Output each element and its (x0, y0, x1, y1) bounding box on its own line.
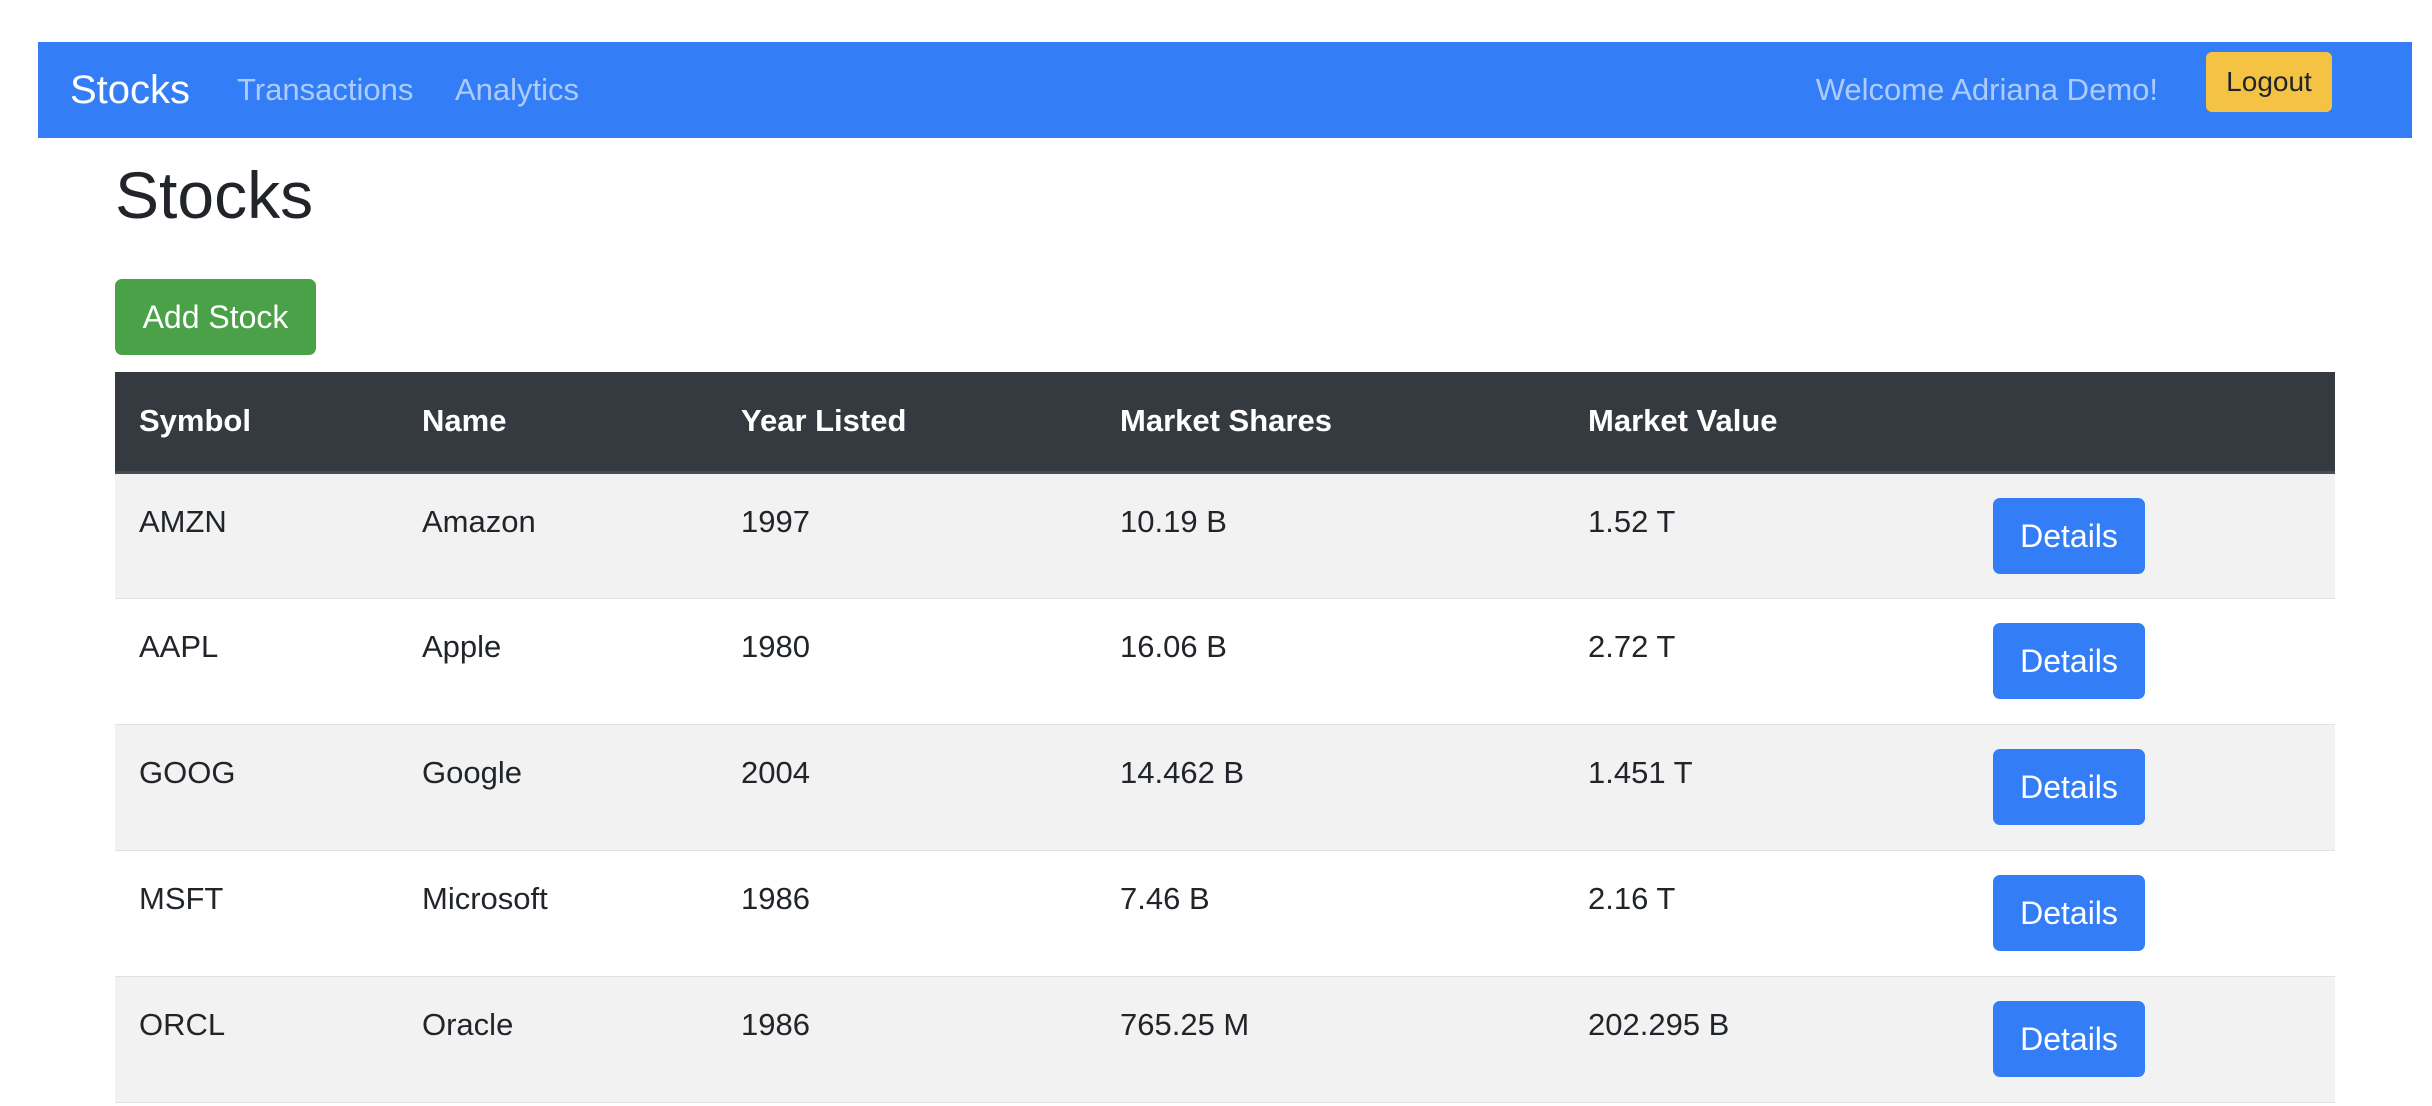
nav-link-analytics[interactable]: Analytics (455, 72, 580, 107)
cell-market-value: 202.295 B (1564, 975, 1993, 1103)
cell-market-shares: 765.25 M (1096, 975, 1564, 1103)
navbar: Stocks Transactions Analytics Welcome Ad… (38, 42, 2412, 138)
column-header-actions (1993, 372, 2335, 474)
table-row: AAPL Apple 1980 16.06 B 2.72 T Details (115, 597, 2335, 724)
cell-name: Oracle (398, 975, 717, 1103)
table-row: AMZN Amazon 1997 10.19 B 1.52 T Details (115, 471, 2335, 598)
stocks-table: Symbol Name Year Listed Market Shares Ma… (115, 372, 2335, 1103)
cell-actions: Details (1993, 975, 2335, 1103)
cell-name: Amazon (398, 471, 717, 598)
cell-actions: Details (1993, 723, 2335, 850)
cell-market-shares: 14.462 B (1096, 723, 1564, 850)
column-header-name: Name (398, 372, 717, 474)
nav-link-transactions[interactable]: Transactions (237, 72, 414, 107)
cell-actions: Details (1993, 849, 2335, 976)
cell-market-value: 2.16 T (1564, 849, 1993, 976)
details-button[interactable]: Details (1993, 748, 2145, 825)
cell-symbol: GOOG (115, 723, 398, 850)
cell-actions: Details (1993, 471, 2335, 598)
cell-market-shares: 10.19 B (1096, 471, 1564, 598)
column-header-symbol: Symbol (115, 372, 398, 474)
logout-button[interactable]: Logout (2206, 52, 2332, 112)
page-title: Stocks (115, 158, 314, 232)
column-header-year-listed: Year Listed (717, 372, 1096, 474)
cell-year-listed: 1986 (717, 849, 1096, 976)
cell-name: Microsoft (398, 849, 717, 976)
cell-symbol: AMZN (115, 471, 398, 598)
column-header-market-value: Market Value (1564, 372, 1993, 474)
cell-market-value: 2.72 T (1564, 597, 1993, 724)
welcome-message: Welcome Adriana Demo! (1815, 72, 2158, 107)
cell-name: Apple (398, 597, 717, 724)
cell-year-listed: 1986 (717, 975, 1096, 1103)
cell-name: Google (398, 723, 717, 850)
table-header-row: Symbol Name Year Listed Market Shares Ma… (115, 372, 2335, 474)
cell-market-value: 1.451 T (1564, 723, 1993, 850)
cell-year-listed: 1997 (717, 471, 1096, 598)
cell-year-listed: 2004 (717, 723, 1096, 850)
add-stock-button[interactable]: Add Stock (115, 279, 316, 355)
cell-market-shares: 16.06 B (1096, 597, 1564, 724)
table-row: GOOG Google 2004 14.462 B 1.451 T Detail… (115, 723, 2335, 850)
details-button[interactable]: Details (1993, 874, 2145, 951)
navbar-brand[interactable]: Stocks (70, 68, 191, 112)
table-row: ORCL Oracle 1986 765.25 M 202.295 B Deta… (115, 975, 2335, 1103)
cell-market-shares: 7.46 B (1096, 849, 1564, 976)
cell-market-value: 1.52 T (1564, 471, 1993, 598)
table-row: MSFT Microsoft 1986 7.46 B 2.16 T Detail… (115, 849, 2335, 976)
cell-year-listed: 1980 (717, 597, 1096, 724)
details-button[interactable]: Details (1993, 497, 2145, 574)
cell-actions: Details (1993, 597, 2335, 724)
cell-symbol: ORCL (115, 975, 398, 1103)
cell-symbol: AAPL (115, 597, 398, 724)
cell-symbol: MSFT (115, 849, 398, 976)
column-header-market-shares: Market Shares (1096, 372, 1564, 474)
details-button[interactable]: Details (1993, 622, 2145, 699)
details-button[interactable]: Details (1993, 1000, 2145, 1077)
